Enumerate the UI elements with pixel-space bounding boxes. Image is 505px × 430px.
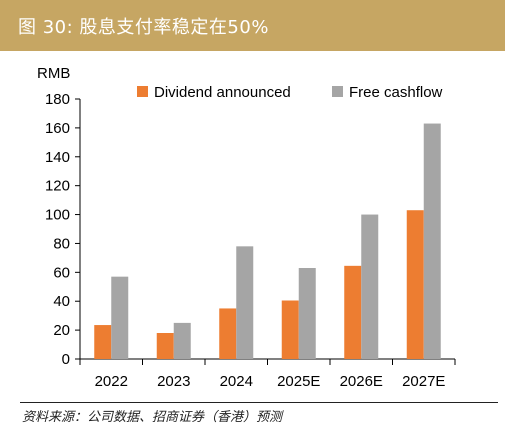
x-tick-label: 2023	[157, 373, 190, 390]
y-tick-label: 0	[62, 351, 70, 368]
x-tick-label: 2024	[220, 373, 253, 390]
source-note: 资料来源：公司数据、招商证券（香港）预测	[22, 410, 283, 425]
cashflow-bar-2026e	[361, 214, 379, 359]
x-tick-label: 2027E	[402, 373, 445, 390]
cashflow-bar-2024	[236, 246, 254, 359]
y-tick-label: 180	[45, 91, 70, 108]
y-tick-label: 60	[53, 264, 70, 281]
x-tick-label: 2022	[95, 373, 128, 390]
dividend-bar-2023	[156, 333, 174, 359]
cashflow-bar-2027e	[423, 123, 441, 359]
legend-swatch-dividend	[137, 86, 148, 97]
cashflow-bar-2025e	[298, 268, 316, 359]
source-divider	[20, 402, 498, 403]
dividend-bar-2027e	[406, 210, 424, 359]
figure-title-bar: 图 30: 股息支付率稳定在50%	[0, 0, 505, 51]
y-tick-label: 80	[53, 235, 70, 252]
legend-label-cashflow: Free cashflow	[349, 84, 443, 101]
x-tick-label: 2025E	[277, 373, 320, 390]
figure-title: 图 30: 股息支付率稳定在50%	[18, 16, 269, 38]
bar-chart: RMB 0 20 40 60 80 100 120 140 160 180 2022 2023 2024 2…	[37, 65, 456, 390]
y-tick-label: 160	[45, 120, 70, 137]
dividend-bar-2024	[219, 308, 237, 359]
y-tick-label: 100	[45, 207, 70, 224]
cashflow-bar-2022	[111, 276, 129, 359]
legend-swatch-cashflow	[332, 86, 343, 97]
legend-label-dividend: Dividend announced	[154, 84, 291, 101]
y-axis-unit-label: RMB	[37, 65, 70, 82]
y-tick-label: 40	[53, 293, 70, 310]
y-tick-label: 120	[45, 178, 70, 195]
dividend-bar-2022	[94, 325, 112, 359]
dividend-bar-2025e	[281, 300, 299, 359]
cashflow-bar-2023	[173, 322, 191, 359]
y-tick-label: 140	[45, 149, 70, 166]
x-tick-label: 2026E	[340, 373, 383, 390]
y-tick-label: 20	[53, 322, 70, 339]
dividend-bar-2026e	[344, 265, 362, 359]
